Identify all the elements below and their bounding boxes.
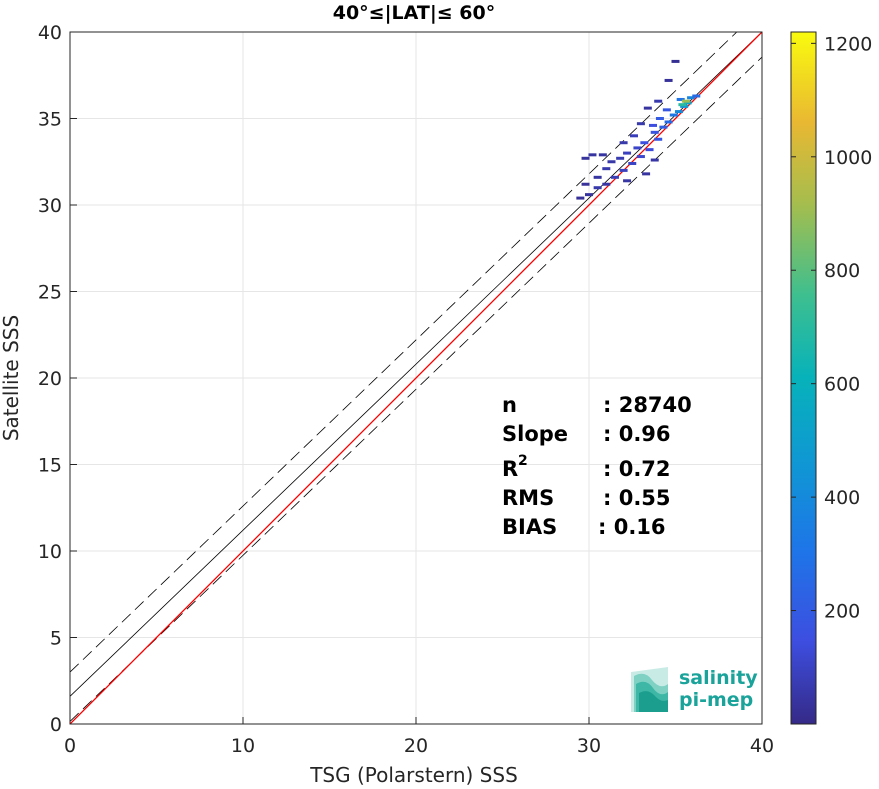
stat-slope-value: : 0.96 (603, 422, 671, 446)
density-point (581, 182, 590, 186)
stat-bias-label: BIAS (502, 515, 557, 539)
y-tick-label: 35 (38, 109, 62, 131)
y-tick-label: 25 (38, 282, 62, 304)
density-point (610, 175, 619, 179)
density-point (669, 113, 678, 117)
y-tick-label: 15 (38, 455, 62, 477)
x-axis-label: TSG (Polarstern) SSS (309, 763, 518, 787)
density-point (633, 146, 642, 150)
y-axis-ticks: 0 5 10 15 20 25 30 35 40 (38, 22, 77, 736)
lower-bound (70, 56, 762, 722)
upper-bound (70, 32, 738, 673)
density-point (671, 59, 680, 63)
y-tick-label: 10 (38, 541, 62, 563)
y-tick-label: 20 (38, 368, 62, 390)
colorbar-tick-label: 1200 (824, 33, 872, 55)
density-point (662, 108, 671, 112)
density-point (640, 141, 649, 145)
colorbar-tick-label: 200 (824, 601, 860, 623)
x-axis-ticks: 0 10 20 30 40 (64, 717, 774, 757)
density-point (619, 141, 628, 145)
density-point (676, 97, 685, 101)
colorbar-tick-label: 600 (824, 374, 860, 396)
density-point (602, 182, 611, 186)
stat-rms-label: RMS (502, 486, 554, 510)
logo-line1: salinity (679, 667, 758, 689)
chart-title: 40°≤|LAT|≤ 60° (333, 2, 496, 24)
stat-r2-sup: 2 (518, 453, 528, 469)
density-point (678, 103, 687, 107)
density-point (654, 137, 663, 141)
density-point (659, 125, 668, 129)
density-point (588, 153, 597, 157)
y-tick-label: 5 (50, 628, 62, 650)
logo-waves-icon (631, 667, 668, 712)
x-tick-label: 20 (404, 735, 428, 757)
density-point (623, 179, 632, 183)
density-point (598, 153, 607, 157)
density-point (607, 160, 616, 164)
density-point (683, 101, 692, 105)
density-point (616, 156, 625, 160)
density-point (654, 99, 663, 103)
density-point (650, 130, 659, 134)
density-point (593, 186, 602, 190)
y-tick-label: 30 (38, 195, 62, 217)
y-tick-label: 0 (50, 714, 62, 736)
density-point (593, 175, 602, 179)
red-fit-line (70, 32, 762, 724)
stats-block: n : 28740 Slope : 0.96 R 2 : 0.72 RMS : … (502, 393, 692, 539)
density-point (681, 99, 690, 103)
density-point (642, 172, 651, 176)
y-tick-label: 40 (38, 22, 62, 44)
stat-n-label: n (502, 393, 517, 417)
density-point (585, 193, 593, 197)
salinity-pi-mep-logo: salinity pi-mep (631, 667, 758, 712)
density-point (619, 168, 628, 172)
density-point (581, 156, 590, 160)
x-tick-label: 10 (231, 735, 255, 757)
density-point (674, 110, 683, 114)
x-tick-label: 0 (64, 735, 76, 757)
density-point (629, 134, 638, 138)
stat-n-value: : 28740 (603, 393, 692, 417)
colorbar-ticks: 200 400 600 800 1000 1200 (791, 33, 872, 623)
colorbar-tick-label: 1000 (824, 147, 872, 169)
stat-r2-value: : 0.72 (603, 457, 671, 481)
x-tick-label: 40 (750, 735, 774, 757)
stat-rms-value: : 0.55 (603, 486, 671, 510)
density-point (664, 120, 673, 124)
density-point (649, 123, 658, 127)
colorbar-tick-label: 400 (824, 487, 860, 509)
stat-r2-label: R (502, 457, 518, 481)
density-point (687, 96, 696, 100)
density-point (645, 148, 654, 152)
density-point (643, 106, 652, 110)
colorbar-tick-label: 800 (824, 260, 860, 282)
stat-slope-label: Slope (502, 422, 568, 446)
density-point (628, 161, 637, 165)
density-points (576, 59, 701, 200)
x-tick-label: 30 (577, 735, 601, 757)
y-axis-label: Satellite SSS (0, 315, 23, 441)
density-point (650, 158, 659, 162)
density-point (602, 167, 611, 171)
density-point (655, 117, 664, 120)
colorbar (790, 31, 817, 725)
density-point (576, 196, 585, 200)
stat-bias-value: : 0.16 (598, 515, 666, 539)
density-point (664, 78, 673, 82)
density-point (680, 104, 689, 108)
logo-line2: pi-mep (679, 689, 753, 711)
density-point (623, 151, 632, 155)
density-point (636, 155, 645, 159)
density-point (692, 94, 701, 98)
density-point (636, 122, 645, 126)
